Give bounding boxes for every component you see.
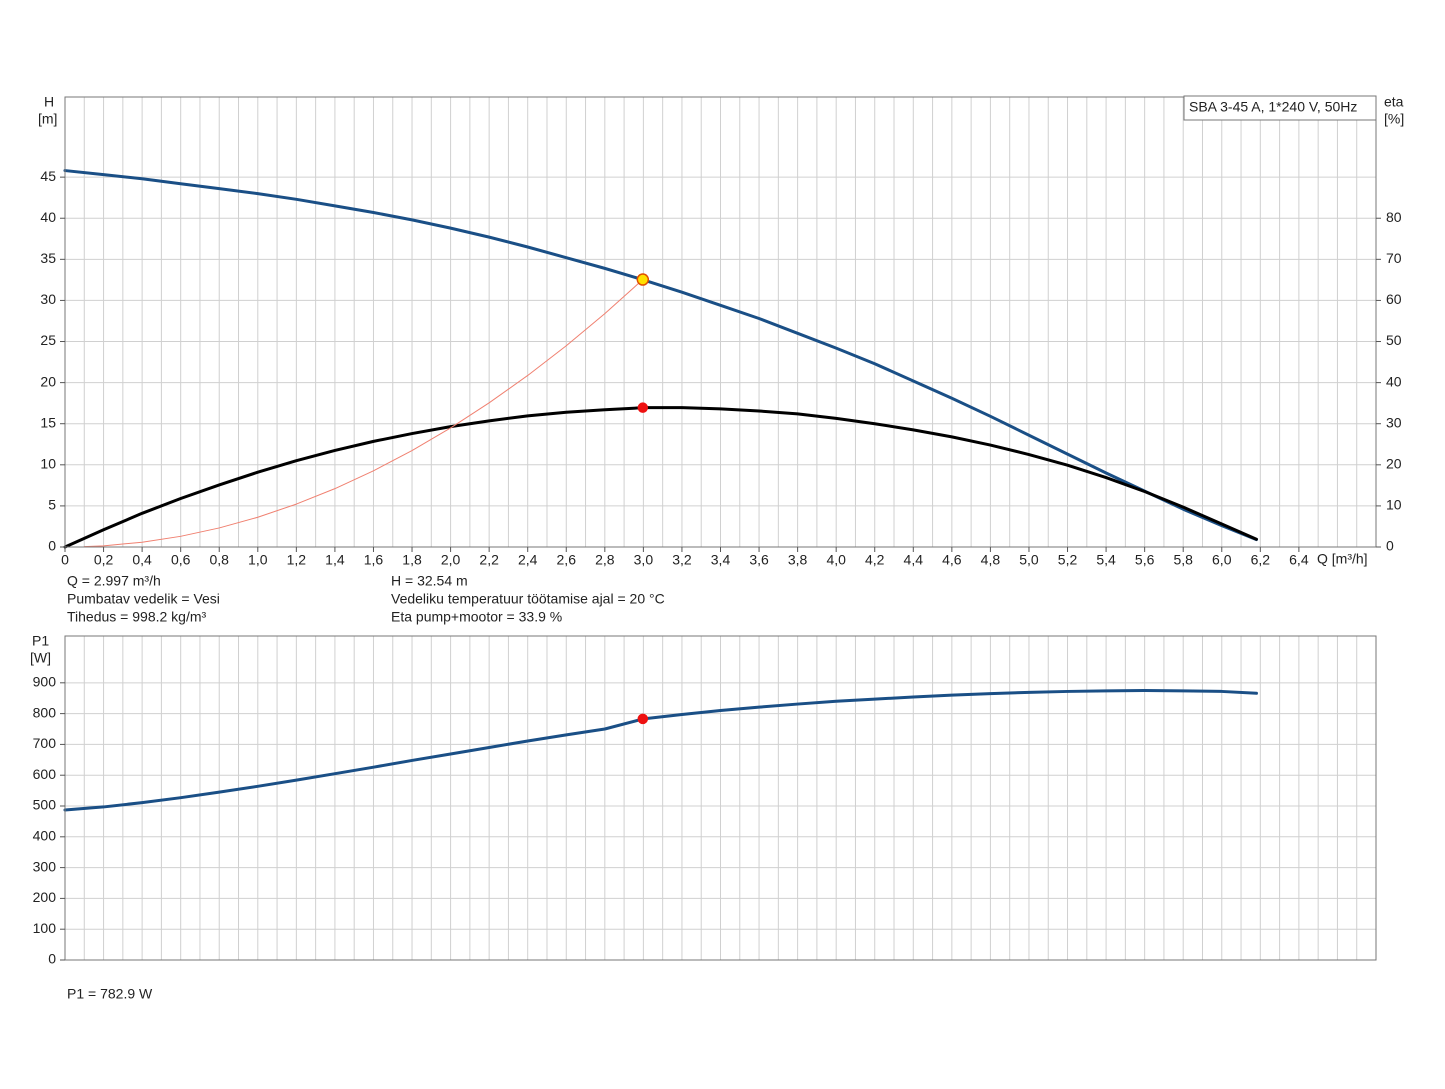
y-tick-label: 200: [33, 889, 57, 905]
x-tick-label: 5,6: [1135, 552, 1155, 568]
y-tick-label: 600: [33, 766, 57, 782]
y-tick-label: 20: [40, 373, 56, 389]
y-tick-label: 800: [33, 704, 57, 720]
y2-axis-unit: [%]: [1384, 111, 1404, 127]
info-text: P1 = 782.9 W: [67, 986, 153, 1002]
y2-tick-label: 0: [1386, 538, 1394, 554]
x-tick-label: 3,4: [711, 552, 731, 568]
y2-tick-label: 40: [1386, 373, 1402, 389]
x-tick-label: 2,6: [557, 552, 577, 568]
x-tick-label: 4,2: [865, 552, 885, 568]
x-tick-label: 5,4: [1096, 552, 1116, 568]
chart-title: SBA 3-45 A, 1*240 V, 50Hz: [1189, 99, 1357, 115]
y2-tick-label: 30: [1386, 414, 1402, 430]
y2-tick-label: 20: [1386, 456, 1402, 472]
y-tick-label: 500: [33, 797, 57, 813]
y-axis-label: H: [44, 94, 54, 110]
y2-tick-label: 80: [1386, 209, 1402, 225]
y-tick-label: 35: [40, 250, 56, 266]
x-tick-label: 4,0: [826, 552, 846, 568]
plot-frame: [64, 635, 1377, 961]
y-tick-label: 15: [40, 414, 56, 430]
y-axis-label: P1: [32, 633, 49, 649]
curve: [63, 406, 1258, 549]
x-tick-label: 3,6: [749, 552, 769, 568]
curve: [63, 689, 1258, 812]
y2-tick-label: 60: [1386, 291, 1402, 307]
x-tick-label: 1,4: [325, 552, 345, 568]
y-tick-label: 40: [40, 209, 56, 225]
y-tick-label: 100: [33, 920, 57, 936]
curve: [63, 169, 1258, 542]
x-tick-label: 4,6: [942, 552, 962, 568]
y2-tick-label: 50: [1386, 332, 1402, 348]
y-tick-label: 5: [48, 497, 56, 513]
x-tick-label: 2,2: [479, 552, 499, 568]
x-tick-label: 4,4: [904, 552, 924, 568]
title-box: [1183, 95, 1377, 121]
x-tick-label: 5,8: [1173, 552, 1193, 568]
y2-axis-label: eta: [1384, 94, 1404, 110]
operating-point: [637, 402, 649, 413]
y-tick-label: 30: [40, 291, 56, 307]
y2-tick-label: 10: [1386, 497, 1402, 513]
y-tick-label: 0: [48, 951, 56, 967]
y-tick-label: 300: [33, 858, 57, 874]
x-tick-label: 1,2: [287, 552, 307, 568]
x-tick-label: 0,2: [94, 552, 114, 568]
x-tick-label: 6,2: [1251, 552, 1271, 568]
info-text: Eta pump+mootor = 33.9 %: [391, 609, 562, 625]
x-tick-label: 3,2: [672, 552, 692, 568]
info-text: Tihedus = 998.2 kg/m³: [67, 609, 207, 625]
y-tick-label: 900: [33, 674, 57, 690]
info-text: Vedeliku temperatuur töötamise ajal = 20…: [391, 591, 665, 607]
x-tick-label: 0,4: [132, 552, 152, 568]
x-tick-label: 4,8: [981, 552, 1001, 568]
x-tick-label: 5,2: [1058, 552, 1078, 568]
data-layer: [63, 169, 1258, 812]
y-tick-label: 0: [48, 538, 56, 554]
operating-point: [636, 273, 650, 286]
x-tick-label: 6,4: [1289, 552, 1309, 568]
operating-point: [637, 713, 649, 725]
x-axis-label: Q [m³/h]: [1317, 551, 1368, 567]
x-tick-label: 3,8: [788, 552, 808, 568]
x-tick-label: 0: [61, 552, 69, 568]
x-tick-label: 0,6: [171, 552, 191, 568]
y-tick-label: 400: [33, 828, 57, 844]
x-tick-label: 0,8: [210, 552, 230, 568]
x-tick-label: 1,8: [402, 552, 422, 568]
curve: [83, 279, 644, 548]
x-tick-label: 1,0: [248, 552, 268, 568]
x-tick-label: 2,4: [518, 552, 538, 568]
y-tick-label: 10: [40, 456, 56, 472]
grid-layer: [64, 97, 1376, 961]
x-tick-label: 6,0: [1212, 552, 1232, 568]
x-tick-label: 1,6: [364, 552, 384, 568]
y2-tick-label: 70: [1386, 250, 1402, 266]
x-tick-label: 2,8: [595, 552, 615, 568]
x-tick-label: 2,0: [441, 552, 461, 568]
x-tick-label: 3,0: [634, 552, 654, 568]
info-text: H = 32.54 m: [391, 573, 468, 589]
y-axis-unit: [m]: [38, 111, 57, 127]
y-tick-label: 700: [33, 735, 57, 751]
x-tick-label: 5,0: [1019, 552, 1039, 568]
y-tick-label: 25: [40, 332, 56, 348]
y-axis-unit: [W]: [30, 650, 51, 666]
info-text: Q = 2.997 m³/h: [67, 573, 161, 589]
info-text: Pumbatav vedelik = Vesi: [67, 591, 220, 607]
y-tick-label: 45: [40, 168, 56, 184]
